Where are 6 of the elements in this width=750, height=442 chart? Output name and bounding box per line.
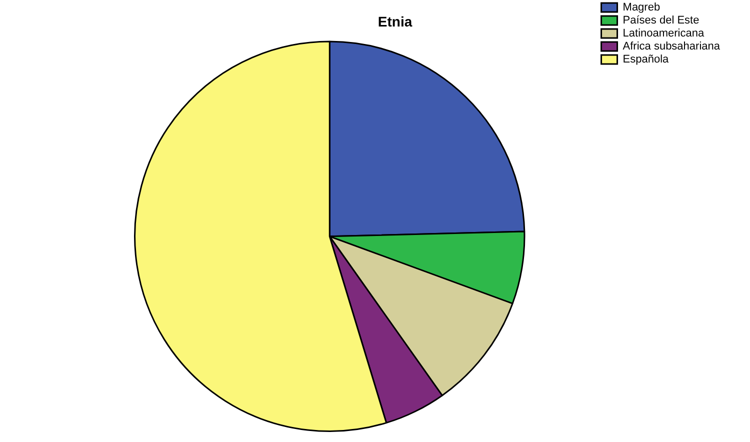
text: Etnia <box>378 13 412 30</box>
legend-label: Africa subsahariana <box>622 40 721 53</box>
legend-label: Países del Este <box>622 14 700 27</box>
legend-label: Latinoamericana <box>622 28 705 40</box>
legend-label: Española <box>622 54 670 66</box>
legend-label: Magreb <box>622 2 660 14</box>
